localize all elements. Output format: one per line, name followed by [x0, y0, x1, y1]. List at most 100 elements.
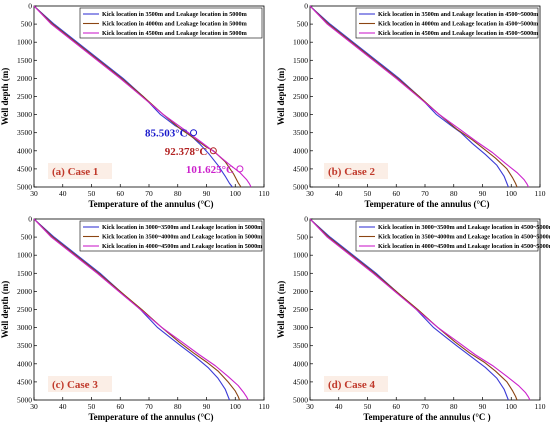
x-tick-label: 30	[306, 402, 314, 411]
legend-entry: Kick location in 4500m and Leakage locat…	[378, 30, 539, 37]
y-tick-label: 5000	[293, 183, 308, 192]
chart-panel-case-3: 30 40 50 60 70 80 90 100 110 0 500 1000 1500 2000 2500…	[0, 213, 272, 425]
x-tick-label: 100	[506, 402, 518, 411]
legend-box	[355, 7, 539, 39]
chart-svg: 30 40 50 60 70 80 90 100 110 0 500 1000 1500 2000 2500…	[0, 2, 270, 210]
x-tick-label: 90	[479, 402, 487, 411]
x-tick-label: 70	[421, 402, 429, 411]
x-tick-label: 30	[30, 402, 38, 411]
legend-entry: Kick location in 3000~3500m and Leakage …	[378, 224, 550, 231]
x-tick-label: 60	[117, 189, 125, 198]
y-tick-label: 4000	[17, 359, 32, 368]
y-tick-label: 500	[21, 233, 33, 242]
legend-entry: Kick location in 3500~4000m and Leakage …	[102, 234, 263, 241]
series-line-1	[309, 5, 509, 188]
y-axis-title: Well depth (m)	[0, 68, 10, 126]
y-axis-title: Well depth (m)	[276, 68, 286, 126]
annotation-label: 92.378°C	[165, 146, 208, 158]
y-tick-label: 5000	[17, 396, 32, 405]
y-tick-label: 0	[304, 215, 308, 224]
legend: Kick location in 3000~3500m and Leakage …	[355, 220, 550, 252]
legend-box	[355, 220, 539, 252]
x-tick-label: 40	[59, 402, 67, 411]
y-tick-label: 4500	[17, 377, 32, 386]
x-tick-label: 40	[335, 189, 343, 198]
series-line-1	[33, 5, 233, 188]
y-tick-label: 1500	[293, 269, 308, 278]
legend: Kick location in 3500m and Leakage locat…	[355, 7, 539, 39]
chart-svg: 30 40 50 60 70 80 90 100 110 0 500 1000 1500 2000 2500…	[0, 215, 270, 423]
x-tick-label: 80	[450, 402, 458, 411]
x-tick-label: 70	[145, 402, 153, 411]
series-line-2	[309, 218, 518, 401]
x-tick-label: 90	[203, 189, 211, 198]
x-tick-label: 110	[259, 402, 270, 411]
annotation-label: 101.625°C	[186, 164, 234, 176]
y-tick-label: 3000	[17, 323, 32, 332]
x-tick-label: 100	[230, 402, 242, 411]
y-tick-label: 2500	[17, 305, 32, 314]
y-tick-label: 2500	[293, 305, 308, 314]
series-line-3	[33, 5, 252, 188]
x-tick-label: 50	[364, 402, 372, 411]
y-tick-label: 2500	[293, 92, 308, 101]
x-tick-label: 100	[230, 189, 242, 198]
y-tick-label: 4000	[17, 146, 32, 155]
x-axis-title: Temperature of the annulus (°C)	[88, 199, 213, 209]
chart-panel-case-1: 30 40 50 60 70 80 90 100 110 0 500 1000 1500 2000 2500…	[0, 0, 272, 212]
y-tick-label: 5000	[17, 183, 32, 192]
y-tick-label: 4500	[293, 377, 308, 386]
y-tick-label: 0	[304, 2, 308, 11]
case-label-box	[48, 376, 112, 392]
series-line-3	[33, 218, 249, 401]
x-tick-label: 90	[479, 189, 487, 198]
x-tick-label: 40	[335, 402, 343, 411]
y-axis-title: Well depth (m)	[0, 281, 10, 339]
legend-entry: Kick location in 4500m and Leakage locat…	[102, 30, 248, 37]
x-tick-label: 110	[535, 189, 546, 198]
y-tick-label: 500	[297, 20, 309, 29]
series-line-2	[33, 5, 242, 188]
chart-panel-case-4: 30 40 50 60 70 80 90 100 110 0 500 1000 1500 2000 2500…	[276, 213, 550, 425]
legend-entry: Kick location in 3500m and Leakage locat…	[378, 11, 539, 18]
series-line-1	[33, 218, 231, 401]
legend-box	[79, 220, 263, 252]
case-label-box	[324, 163, 388, 179]
x-tick-label: 110	[259, 189, 270, 198]
y-tick-label: 1500	[17, 269, 32, 278]
y-tick-label: 3000	[293, 323, 308, 332]
x-tick-label: 30	[30, 189, 38, 198]
legend-box	[79, 7, 263, 39]
y-tick-label: 4500	[17, 164, 32, 173]
y-tick-label: 4000	[293, 359, 308, 368]
y-tick-label: 2500	[17, 92, 32, 101]
legend-entry: Kick location in 4000m and Leakage locat…	[102, 21, 248, 28]
x-tick-label: 40	[59, 189, 67, 198]
x-tick-label: 80	[174, 402, 182, 411]
annotation-marker	[236, 165, 244, 173]
x-tick-label: 70	[421, 189, 429, 198]
annotation-label: 85.503°C	[145, 128, 188, 140]
chart-svg: 30 40 50 60 70 80 90 100 110 0 500 1000 1500 2000 2500…	[276, 2, 546, 210]
y-tick-label: 3000	[293, 110, 308, 119]
annotation-marker	[190, 129, 198, 137]
series-line-3	[309, 218, 531, 401]
x-tick-label: 50	[364, 189, 372, 198]
x-tick-label: 50	[88, 189, 96, 198]
y-tick-label: 4000	[293, 146, 308, 155]
legend-entry: Kick location in 3500~4000m and Leakage …	[378, 234, 550, 241]
x-tick-label: 60	[117, 402, 125, 411]
case-label: (b) Case 2	[328, 166, 376, 178]
legend-entry: Kick location in 4000~4500m and Leakage …	[378, 243, 550, 250]
legend: Kick location in 3000~3500m and Leakage …	[79, 220, 263, 252]
annotation-marker	[209, 147, 217, 155]
y-tick-label: 1000	[293, 251, 308, 260]
legend-entry: Kick location in 3500m and Leakage locat…	[102, 11, 248, 18]
y-tick-label: 2000	[17, 287, 32, 296]
series-line-2	[33, 218, 241, 401]
y-tick-label: 4500	[293, 164, 308, 173]
y-tick-label: 1000	[17, 251, 32, 260]
case-label: (c) Case 3	[52, 379, 98, 391]
legend: Kick location in 3500m and Leakage locat…	[79, 7, 263, 39]
